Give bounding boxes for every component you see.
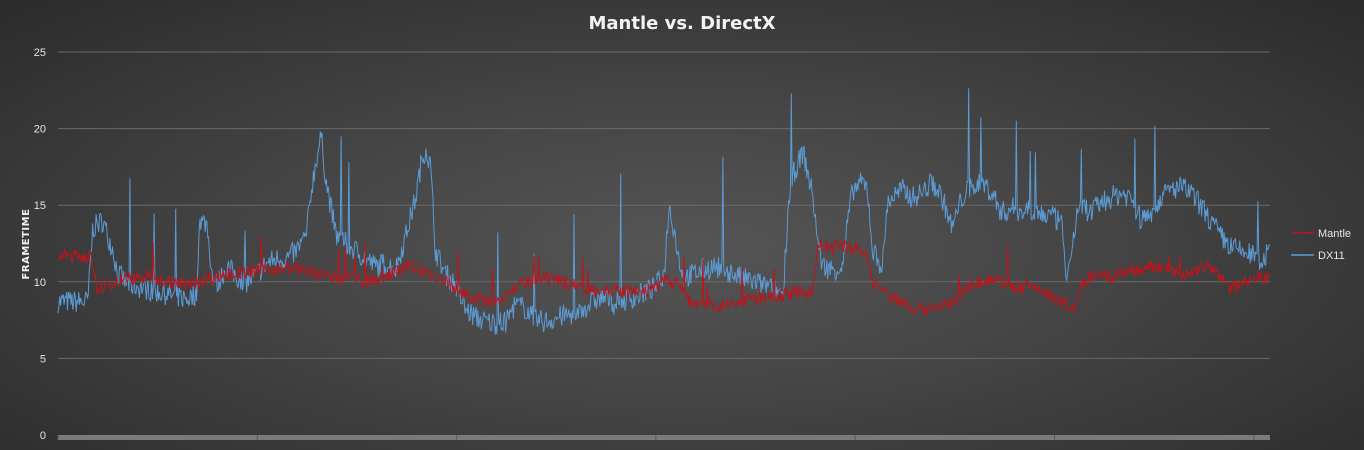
x-axis (57, 435, 1270, 440)
y-axis-label: FRAMETIME (21, 209, 32, 280)
x-axis-line (58, 435, 1270, 440)
y-tick-label: 20 (34, 124, 46, 136)
legend-label-mantle: Mantle (1318, 228, 1351, 240)
series-line-mantle (58, 235, 1271, 316)
y-axis-ticks: 0 5 10 15 20 25 (34, 47, 46, 442)
legend-label-dx11: DX11 (1318, 250, 1345, 262)
y-tick-label: 25 (34, 47, 46, 59)
y-tick-label: 5 (40, 353, 46, 365)
y-tick-label: 15 (34, 200, 46, 212)
gridlines (58, 51, 1270, 359)
y-tick-label: 0 (40, 430, 46, 442)
legend: Mantle DX11 (1291, 228, 1351, 262)
chart-title: Mantle vs. DirectX (588, 13, 775, 34)
series-lines (57, 88, 1271, 335)
y-tick-label: 10 (34, 277, 46, 289)
series-line-dx11 (57, 88, 1271, 335)
